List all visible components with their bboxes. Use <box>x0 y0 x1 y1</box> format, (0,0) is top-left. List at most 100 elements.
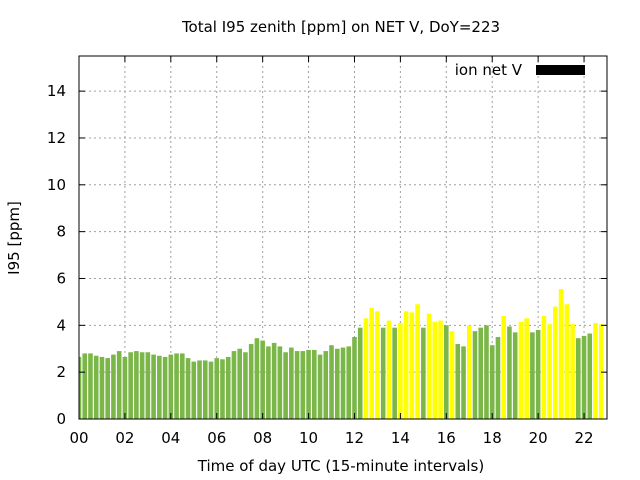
bar <box>466 325 472 419</box>
bar <box>208 361 214 419</box>
x-tick-label: 04 <box>161 429 180 447</box>
bar <box>214 358 220 419</box>
bar <box>128 352 133 419</box>
bar <box>415 304 420 419</box>
x-tick-label: 12 <box>345 429 364 447</box>
bar <box>444 325 449 419</box>
bar <box>260 340 265 419</box>
bar <box>369 307 374 419</box>
x-tick-label: 22 <box>574 429 593 447</box>
bar <box>363 318 369 419</box>
bar <box>576 338 581 419</box>
bar <box>88 353 93 419</box>
bar <box>398 322 403 419</box>
bar <box>553 306 558 419</box>
x-tick-label: 14 <box>391 429 410 447</box>
bar <box>277 346 283 419</box>
y-tick-label: 4 <box>56 316 66 334</box>
bar <box>197 360 202 419</box>
bar <box>145 352 151 419</box>
bar <box>79 356 82 419</box>
bar <box>157 355 162 419</box>
bar <box>598 324 604 419</box>
bar <box>174 353 179 419</box>
bar <box>99 356 105 419</box>
x-tick-label: 20 <box>529 429 548 447</box>
bar <box>541 315 547 419</box>
grid-lines <box>79 56 607 419</box>
bar <box>225 356 231 419</box>
bar <box>547 324 552 419</box>
bar <box>254 338 260 419</box>
bar <box>518 321 524 419</box>
bar <box>300 351 306 419</box>
bar <box>524 318 529 419</box>
bar <box>558 289 564 419</box>
y-axis-label: I95 [ppm] <box>5 201 23 275</box>
bar <box>116 351 122 419</box>
bar <box>111 354 116 419</box>
y-tick-label: 10 <box>47 176 66 194</box>
bar <box>162 356 168 419</box>
bar <box>587 333 593 419</box>
bar <box>243 352 248 419</box>
x-tick-label: 06 <box>207 429 226 447</box>
bar <box>438 320 443 419</box>
x-tick-label: 02 <box>115 429 134 447</box>
bar <box>134 351 139 419</box>
plot-frame <box>78 55 608 420</box>
bar <box>346 346 352 419</box>
bar <box>507 326 512 419</box>
bar <box>403 311 409 419</box>
bar <box>289 347 294 419</box>
y-tick-label: 2 <box>56 363 66 381</box>
bars <box>79 289 604 419</box>
bar <box>409 312 415 419</box>
bar <box>82 353 88 419</box>
bar <box>495 337 501 419</box>
bar <box>455 344 461 419</box>
bar <box>380 327 386 419</box>
bar <box>93 355 99 419</box>
bar <box>266 346 271 419</box>
bar <box>105 358 110 419</box>
bar <box>501 315 506 419</box>
bar <box>168 354 174 419</box>
bar <box>432 321 438 419</box>
bar <box>352 337 357 419</box>
bar <box>231 351 237 419</box>
bar <box>122 356 128 419</box>
bar <box>271 342 277 419</box>
y-tick-label: 12 <box>47 129 66 147</box>
x-tick-label: 18 <box>483 429 502 447</box>
x-axis-label: Time of day UTC (15-minute intervals) <box>197 457 484 475</box>
y-tick-label: 8 <box>56 223 66 241</box>
bar <box>357 327 363 419</box>
legend-label: ion net V <box>455 61 523 79</box>
bar <box>489 345 495 419</box>
bar <box>484 325 489 419</box>
bar <box>248 344 254 419</box>
bar <box>202 360 208 419</box>
legend: ion net V <box>455 61 585 79</box>
bar <box>323 351 329 419</box>
y-tick-label: 6 <box>56 269 66 287</box>
bar <box>329 345 334 419</box>
bar <box>530 332 535 419</box>
bar <box>421 327 426 419</box>
bar <box>151 354 156 419</box>
bar <box>334 348 340 419</box>
bar <box>180 353 185 419</box>
bar <box>306 349 311 419</box>
x-tick-label: 16 <box>437 429 456 447</box>
bar <box>570 324 575 419</box>
bar <box>220 359 225 419</box>
bar <box>426 313 432 419</box>
bar <box>392 327 397 419</box>
x-tick-label: 10 <box>299 429 318 447</box>
bar <box>294 351 300 419</box>
y-tick-label: 14 <box>47 82 66 100</box>
bar <box>185 358 191 419</box>
bar <box>139 352 145 419</box>
